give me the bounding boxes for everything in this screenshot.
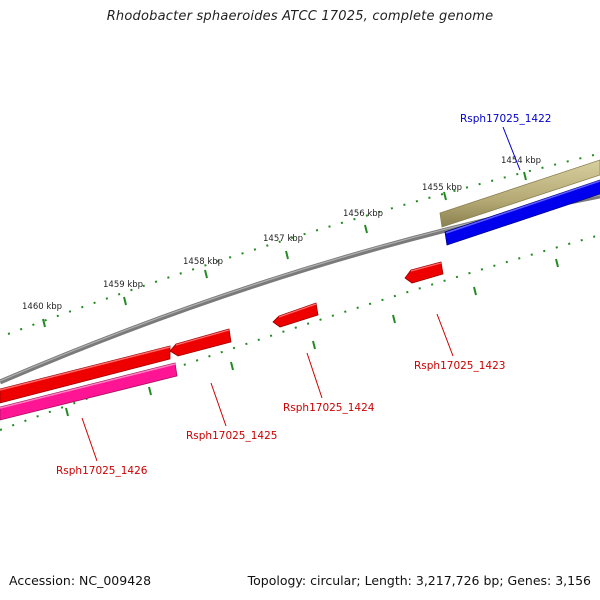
lower-ruler xyxy=(0,234,600,431)
gene-feature-pink-highlight xyxy=(0,363,176,409)
lower-ruler-dots xyxy=(0,234,600,431)
upper-ruler-dots xyxy=(7,153,599,335)
major-tick-1457 xyxy=(285,250,289,260)
ruler-label-1457: 1457 kbp xyxy=(263,234,303,244)
gene-label-rsph17025-1422[interactable]: Rsph17025_1422 xyxy=(460,113,551,125)
gene-feature-1426-highlight xyxy=(0,346,171,391)
lower-major-tick-1 xyxy=(555,258,559,268)
lower-major-tick-5 xyxy=(230,361,234,371)
gene-label-rsph17025-1424[interactable]: Rsph17025_1424 xyxy=(283,402,375,414)
accession-text: Accession: NC_009428 xyxy=(9,573,152,588)
ruler-label-1459: 1459 kbp xyxy=(103,280,143,290)
ruler-label-1458: 1458 kbp xyxy=(183,257,223,267)
major-tick-1458 xyxy=(204,269,208,279)
gene-feature-1422-highlight xyxy=(445,180,600,234)
leader-line-1426 xyxy=(81,417,98,462)
gene-label-rsph17025-1423[interactable]: Rsph17025_1423 xyxy=(414,360,505,372)
gene-feature-rsph17025-1426[interactable] xyxy=(0,345,171,404)
lower-major-tick-4 xyxy=(312,340,316,350)
lower-major-tick-6 xyxy=(148,386,152,396)
major-tick-1456 xyxy=(364,224,368,234)
gene-feature-rsph17025-1425[interactable] xyxy=(169,328,232,357)
gene-feature-rsph17025-1423[interactable] xyxy=(404,261,444,284)
ruler-label-1454: 1454 kbp xyxy=(501,156,541,166)
gene-feature-1425-highlight xyxy=(175,329,230,346)
gene-feature-khaki[interactable] xyxy=(439,159,600,228)
ruler-label-1456: 1456 kbp xyxy=(343,209,383,219)
major-tick-1460 xyxy=(42,318,46,328)
ruler-label-1455: 1455 kbp xyxy=(422,183,462,193)
lower-major-tick-7 xyxy=(65,407,69,417)
gene-feature-rsph17025-1422[interactable] xyxy=(444,179,600,246)
gene-feature-1424-highlight xyxy=(278,303,317,318)
gene-feature-1423-highlight xyxy=(410,262,442,272)
lower-major-tick-3 xyxy=(392,314,396,324)
leader-line-1425 xyxy=(210,382,227,427)
major-tick-1454 xyxy=(523,171,527,181)
leader-line-1423 xyxy=(436,313,454,357)
leader-line-1422 xyxy=(502,126,521,171)
gene-feature-rsph17025-1424[interactable] xyxy=(272,302,319,328)
ruler-label-1460: 1460 kbp xyxy=(22,302,62,312)
leader-line-1424 xyxy=(306,352,323,399)
gene-feature-pink[interactable] xyxy=(0,362,178,421)
gene-label-rsph17025-1425[interactable]: Rsph17025_1425 xyxy=(186,430,277,442)
map-title: Rhodobacter sphaeroides ATCC 17025, comp… xyxy=(106,9,494,24)
upper-ruler xyxy=(7,153,599,335)
genome-summary-text: Topology: circular; Length: 3,217,726 bp… xyxy=(247,573,591,588)
major-tick-1459 xyxy=(123,296,127,306)
lower-major-tick-2 xyxy=(473,286,477,296)
gene-label-rsph17025-1426[interactable]: Rsph17025_1426 xyxy=(56,465,148,477)
major-tick-1455 xyxy=(443,191,447,201)
